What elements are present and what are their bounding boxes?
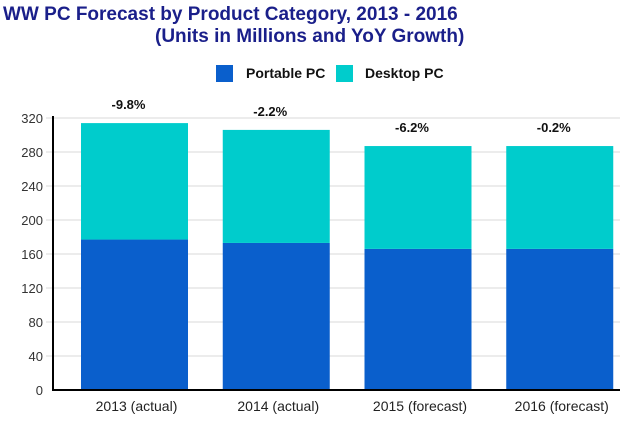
y-tick-label: 280	[21, 145, 43, 160]
x-tick-label: 2013 (actual)	[96, 398, 178, 414]
x-tick-label: 2014 (actual)	[237, 398, 319, 414]
y-tick-label: 240	[21, 179, 43, 194]
bar-portable-pc-1	[222, 242, 330, 390]
x-tick-label: 2015 (forecast)	[373, 398, 467, 414]
y-tick-label: 80	[29, 315, 43, 330]
chart-subtitle: (Units in Millions and YoY Growth)	[155, 26, 465, 47]
bar-portable-pc-0	[81, 239, 188, 390]
y-tick-label: 200	[21, 213, 43, 228]
y-tick-label: 320	[21, 111, 43, 126]
bar-desktop-pc-3	[506, 146, 614, 249]
bar-desktop-pc-0	[81, 123, 188, 240]
legend-label-desktop-pc: Desktop PC	[365, 65, 444, 81]
legend-label-portable-pc: Portable PC	[246, 65, 326, 81]
bar-desktop-pc-2	[364, 146, 472, 249]
chart-title: WW PC Forecast by Product Category, 2013…	[3, 4, 458, 25]
y-tick-label: 0	[36, 383, 43, 398]
bar-portable-pc-2	[364, 248, 472, 390]
y-tick-label: 120	[21, 281, 43, 296]
growth-label: -2.2%	[253, 104, 287, 119]
y-tick-label: 160	[21, 247, 43, 262]
x-tick-label: 2016 (forecast)	[515, 398, 609, 414]
legend-swatch-desktop-pc	[336, 65, 353, 82]
growth-label: -0.2%	[537, 120, 571, 135]
y-tick-label: 40	[29, 349, 43, 364]
bar-desktop-pc-1	[222, 129, 330, 243]
growth-label: -6.2%	[395, 120, 429, 135]
bar-portable-pc-3	[506, 248, 614, 390]
growth-label: -9.8%	[112, 97, 146, 112]
legend-swatch-portable-pc	[216, 65, 233, 82]
